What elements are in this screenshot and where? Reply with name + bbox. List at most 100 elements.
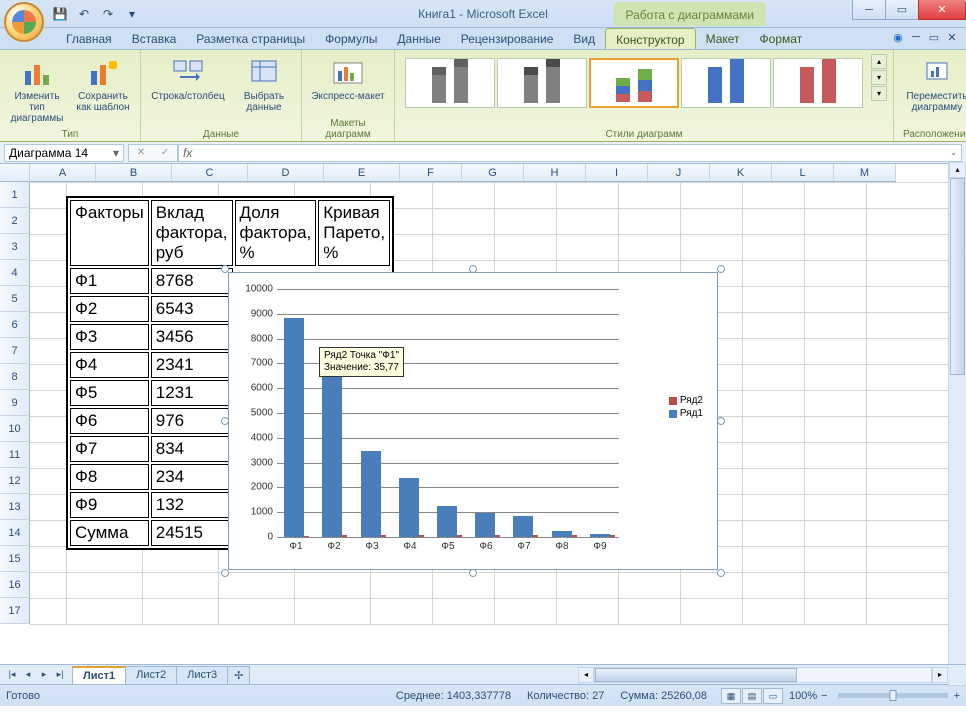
row-header[interactable]: 15 bbox=[0, 546, 30, 572]
mdi-restore[interactable]: ▭ bbox=[926, 31, 942, 44]
col-header[interactable]: K bbox=[710, 164, 772, 182]
row-header[interactable]: 5 bbox=[0, 286, 30, 312]
hscroll-thumb[interactable] bbox=[595, 668, 797, 682]
col-header[interactable]: B bbox=[96, 164, 172, 182]
row-header[interactable]: 6 bbox=[0, 312, 30, 338]
gallery-down[interactable]: ▾ bbox=[871, 70, 887, 85]
zoom-level[interactable]: 100% bbox=[789, 690, 817, 702]
mdi-close[interactable]: ✕ bbox=[944, 31, 960, 44]
tab-design[interactable]: Конструктор bbox=[605, 28, 695, 49]
col-header[interactable]: I bbox=[586, 164, 648, 182]
vertical-scrollbar[interactable]: ▴ ▾ bbox=[948, 162, 966, 686]
name-box-dropdown-icon[interactable]: ▾ bbox=[113, 146, 119, 160]
page-break-view-button[interactable]: ▭ bbox=[763, 688, 783, 704]
row-header[interactable]: 9 bbox=[0, 390, 30, 416]
switch-row-col-button[interactable]: Строка/столбец bbox=[147, 54, 229, 105]
formula-input[interactable]: fx ⌄ bbox=[178, 144, 962, 162]
sheet-tab[interactable]: Лист3 bbox=[176, 666, 228, 684]
tab-data[interactable]: Данные bbox=[387, 28, 450, 49]
row-header[interactable]: 7 bbox=[0, 338, 30, 364]
tab-format[interactable]: Формат bbox=[750, 28, 813, 49]
row-header[interactable]: 13 bbox=[0, 494, 30, 520]
sheet-first[interactable]: |◂ bbox=[4, 669, 20, 680]
mdi-minimize[interactable]: ─ bbox=[908, 31, 924, 44]
vscroll-thumb[interactable] bbox=[950, 178, 965, 375]
row-header[interactable]: 11 bbox=[0, 442, 30, 468]
row-header[interactable]: 16 bbox=[0, 572, 30, 598]
sheet-next[interactable]: ▸ bbox=[36, 669, 52, 680]
sheet-tab[interactable]: Лист1 bbox=[72, 666, 126, 684]
switch-label: Строка/столбец bbox=[151, 91, 224, 102]
sheet-last[interactable]: ▸| bbox=[52, 669, 68, 680]
chart-plot-area bbox=[277, 289, 619, 537]
save-button[interactable]: 💾 bbox=[50, 4, 70, 24]
minimize-button[interactable]: ─ bbox=[852, 0, 886, 20]
chart-style-option[interactable] bbox=[773, 58, 863, 108]
hscroll-left[interactable]: ◂ bbox=[578, 667, 594, 683]
col-header[interactable]: H bbox=[524, 164, 586, 182]
row-header[interactable]: 1 bbox=[0, 182, 30, 208]
normal-view-button[interactable]: ▦ bbox=[721, 688, 741, 704]
select-data-button[interactable]: Выбратьданные bbox=[233, 54, 295, 116]
row-header[interactable]: 17 bbox=[0, 598, 30, 624]
redo-button[interactable]: ↷ bbox=[98, 4, 118, 24]
undo-button[interactable]: ↶ bbox=[74, 4, 94, 24]
qat-customize[interactable]: ▾ bbox=[122, 4, 142, 24]
hscroll-right[interactable]: ▸ bbox=[932, 667, 948, 683]
group-layouts: Экспресс-макет Макеты диаграмм bbox=[302, 50, 395, 141]
zoom-slider[interactable] bbox=[838, 693, 948, 698]
name-box[interactable]: Диаграмма 14 ▾ bbox=[4, 144, 124, 162]
col-header[interactable]: E bbox=[324, 164, 400, 182]
row-header[interactable]: 10 bbox=[0, 416, 30, 442]
col-header[interactable]: F bbox=[400, 164, 462, 182]
row-header[interactable]: 12 bbox=[0, 468, 30, 494]
sheet-prev[interactable]: ◂ bbox=[20, 669, 36, 680]
tab-home[interactable]: Главная bbox=[56, 28, 122, 49]
save-as-template-button[interactable]: Сохранитькак шаблон bbox=[72, 54, 134, 116]
chart-style-option[interactable] bbox=[589, 58, 679, 108]
col-header[interactable]: J bbox=[648, 164, 710, 182]
quick-layout-button[interactable]: Экспресс-макет bbox=[308, 54, 388, 105]
office-button[interactable] bbox=[4, 2, 44, 42]
col-header[interactable]: L bbox=[772, 164, 834, 182]
chart-style-option[interactable] bbox=[681, 58, 771, 108]
row-header[interactable]: 8 bbox=[0, 364, 30, 390]
col-header[interactable]: A bbox=[30, 164, 96, 182]
col-header[interactable]: G bbox=[462, 164, 524, 182]
col-header[interactable]: M bbox=[834, 164, 896, 182]
row-header[interactable]: 14 bbox=[0, 520, 30, 546]
row-header[interactable]: 3 bbox=[0, 234, 30, 260]
worksheet-grid[interactable]: ABCDEFGHIJKLM 1234567891011121314151617 … bbox=[0, 164, 966, 664]
formula-expand-icon[interactable]: ⌄ bbox=[950, 148, 957, 157]
new-sheet-button[interactable]: ✢ bbox=[227, 666, 250, 684]
embedded-chart[interactable]: 0100020003000400050006000700080009000100… bbox=[228, 272, 718, 570]
chart-style-option[interactable] bbox=[405, 58, 495, 108]
col-header[interactable]: C bbox=[172, 164, 248, 182]
page-layout-view-button[interactable]: ▤ bbox=[742, 688, 762, 704]
help-icon[interactable]: ◉ bbox=[890, 31, 906, 44]
sheet-tab[interactable]: Лист2 bbox=[125, 666, 177, 684]
gallery-up[interactable]: ▴ bbox=[871, 54, 887, 69]
move-chart-label: Переместитьдиаграмму bbox=[906, 91, 966, 113]
tab-formulas[interactable]: Формулы bbox=[315, 28, 387, 49]
row-header[interactable]: 2 bbox=[0, 208, 30, 234]
gallery-more[interactable]: ▾ bbox=[871, 86, 887, 101]
tab-layout[interactable]: Разметка страницы bbox=[186, 28, 315, 49]
tab-view[interactable]: Вид bbox=[563, 28, 605, 49]
scroll-up-button[interactable]: ▴ bbox=[949, 162, 966, 178]
maximize-button[interactable]: ▭ bbox=[885, 0, 919, 20]
close-button[interactable]: ✕ bbox=[918, 0, 966, 20]
horizontal-scrollbar[interactable]: ◂ ▸ bbox=[578, 667, 948, 683]
row-header[interactable]: 4 bbox=[0, 260, 30, 286]
tab-review[interactable]: Рецензирование bbox=[451, 28, 564, 49]
zoom-out-button[interactable]: − bbox=[821, 690, 827, 702]
zoom-in-button[interactable]: + bbox=[954, 690, 960, 702]
tab-maket[interactable]: Макет bbox=[696, 28, 750, 49]
col-header[interactable] bbox=[0, 164, 30, 182]
col-header[interactable]: D bbox=[248, 164, 324, 182]
chart-style-option[interactable] bbox=[497, 58, 587, 108]
move-chart-button[interactable]: Переместитьдиаграмму bbox=[900, 54, 966, 116]
zoom-thumb[interactable] bbox=[889, 690, 896, 701]
change-chart-type-button[interactable]: Изменить типдиаграммы bbox=[6, 54, 68, 127]
tab-insert[interactable]: Вставка bbox=[122, 28, 187, 49]
